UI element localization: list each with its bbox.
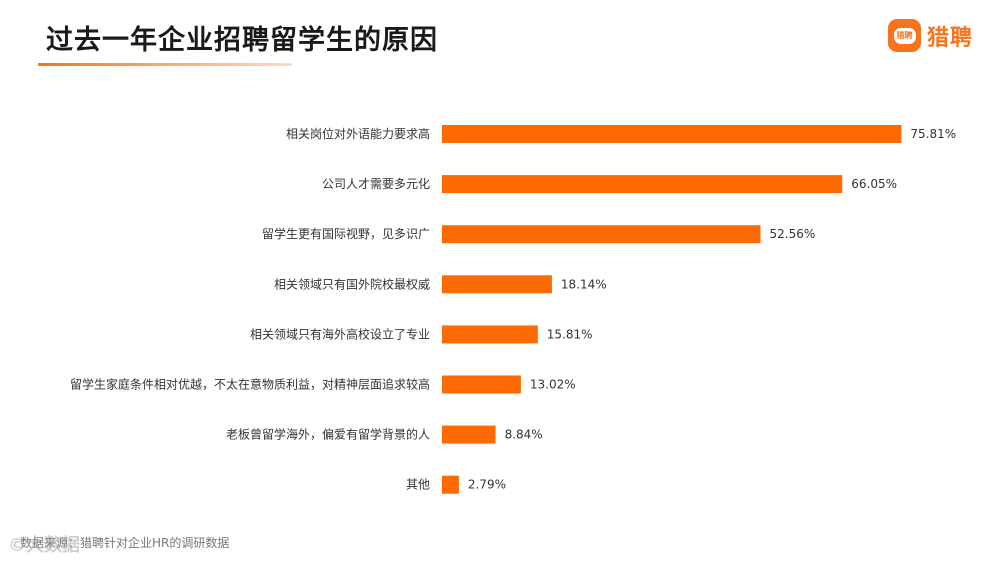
category-label: 相关领域只有国外院校最权威 bbox=[274, 276, 430, 291]
bar bbox=[442, 425, 496, 444]
bar bbox=[442, 175, 843, 194]
bar bbox=[442, 125, 902, 143]
logo-text: 猎聘 bbox=[927, 25, 974, 51]
bar bbox=[442, 375, 521, 394]
page-title: 过去一年企业招聘留学生的原因 bbox=[46, 25, 438, 56]
value-label: 8.84% bbox=[505, 428, 543, 442]
bar bbox=[442, 475, 459, 494]
value-label: 66.05% bbox=[851, 177, 897, 191]
category-label: 相关领域只有海外高校设立了专业 bbox=[250, 326, 430, 341]
category-label: 留学生家庭条件相对优越，不太在意物质利益，对精神层面追求较高 bbox=[70, 377, 430, 392]
bar bbox=[442, 225, 761, 244]
value-label: 2.79% bbox=[468, 478, 506, 492]
bar bbox=[442, 275, 552, 294]
liepin-logo: 猎聘 猎聘 bbox=[888, 19, 973, 52]
value-label: 52.56% bbox=[770, 227, 816, 241]
category-label: 公司人才需要多元化 bbox=[322, 177, 430, 191]
category-label: 其他 bbox=[406, 478, 430, 492]
logo-mark-text: 猎聘 bbox=[896, 30, 913, 40]
title-underline bbox=[38, 63, 292, 66]
value-label: 13.02% bbox=[530, 378, 576, 392]
value-label: 18.14% bbox=[561, 277, 607, 291]
source-note: 数据来源：猎聘针对企业HR的调研数据 bbox=[20, 536, 230, 550]
category-label: 留学生更有国际视野，见多识广 bbox=[262, 226, 430, 241]
bar bbox=[442, 325, 538, 344]
chat-bubble-icon: 猎聘 bbox=[888, 19, 921, 52]
category-label: 相关岗位对外语能力要求高 bbox=[286, 126, 430, 141]
value-label: 75.81% bbox=[910, 127, 956, 141]
value-label: 15.81% bbox=[547, 327, 593, 341]
category-label: 老板曾留学海外，偏爱有留学背景的人 bbox=[226, 427, 430, 442]
